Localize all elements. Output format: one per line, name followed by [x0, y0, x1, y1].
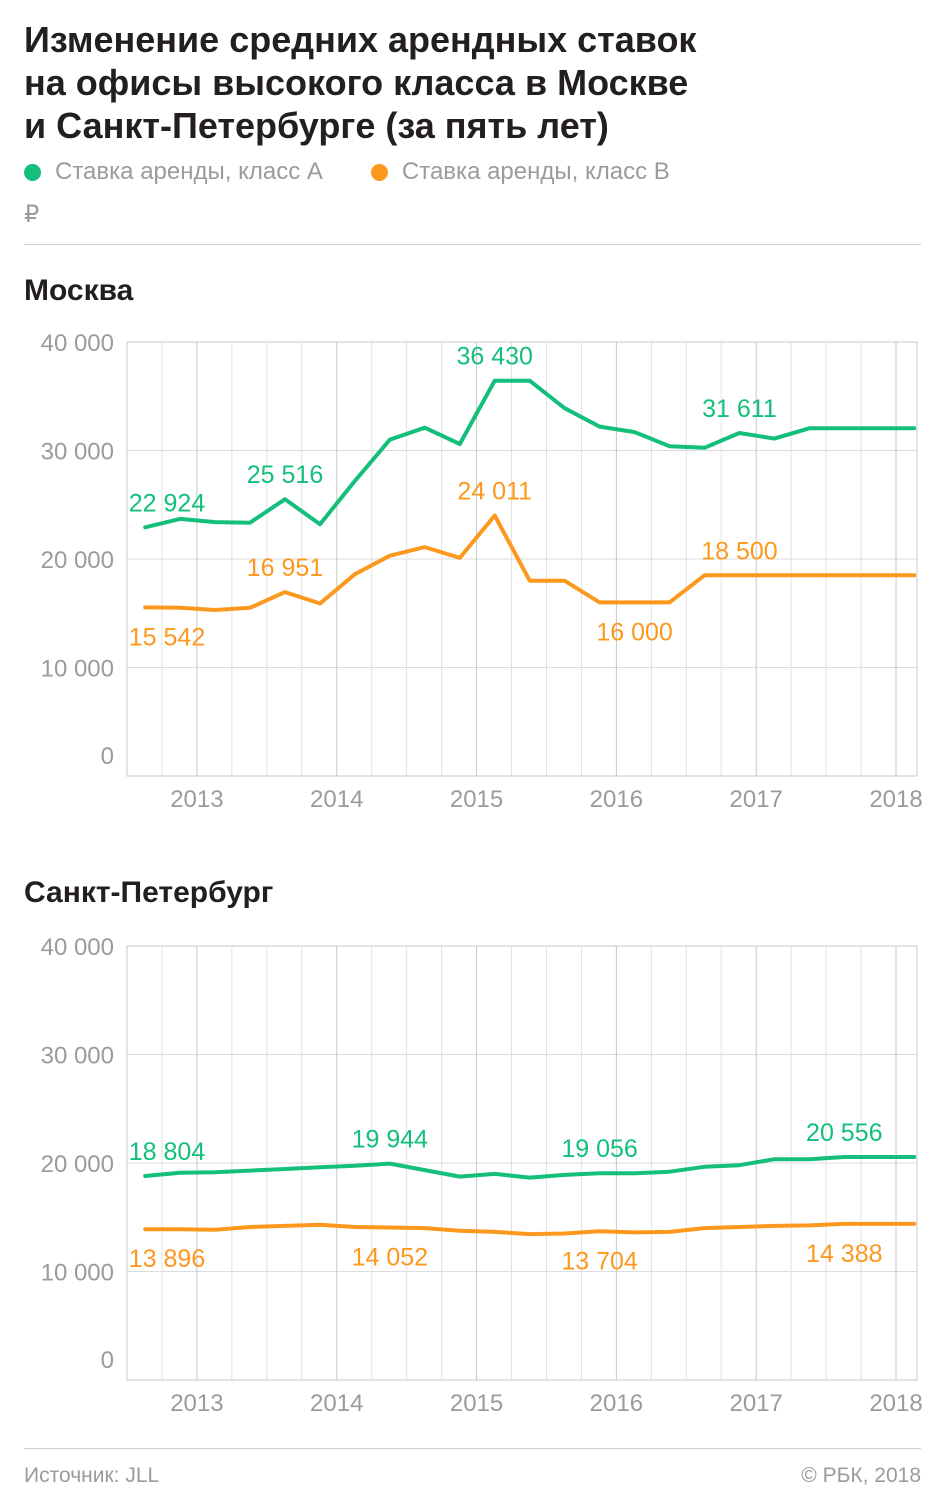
legend-marker-class-b [370, 163, 388, 181]
y-tick-label: 20 000 [41, 1151, 114, 1178]
title-line: Изменение средних арендных ставок [24, 19, 697, 60]
data-label: 16 951 [247, 554, 323, 582]
x-tick-label: 2017 [730, 786, 783, 813]
y-tick-label: 0 [101, 1347, 114, 1374]
data-label: 18 500 [701, 537, 777, 565]
data-label: 36 430 [457, 343, 533, 371]
data-label: 16 000 [596, 618, 672, 646]
copyright-note: © РБК, 2018 [801, 1464, 921, 1487]
y-tick-label: 30 000 [41, 1043, 114, 1070]
page-title: Изменение средних арендных ставок на офи… [24, 18, 924, 147]
x-tick-label: 2017 [730, 1390, 783, 1417]
top-divider [24, 244, 921, 245]
series-line-class-a [143, 1155, 917, 1180]
data-label: 15 542 [129, 623, 205, 651]
y-tick-label: 40 000 [41, 934, 114, 961]
x-tick-label: 2016 [590, 1390, 643, 1417]
y-tick-label: 10 000 [41, 656, 114, 683]
data-label: 22 924 [129, 489, 206, 517]
x-tick-label: 2015 [450, 1390, 503, 1417]
chart-title-spb: Санкт-Петербург [24, 876, 274, 909]
unit-label: ₽ [24, 201, 40, 228]
data-label: 25 516 [247, 461, 323, 489]
bottom-divider [24, 1448, 921, 1449]
y-tick-label: 0 [101, 743, 114, 770]
legend-item-class-a: Ставка аренды, класс А [24, 158, 323, 186]
data-label: 14 388 [806, 1240, 882, 1268]
title-line: на офисы высокого класса в Москве [24, 62, 689, 103]
title-line: и Санкт-Петербурге (за пять лет) [24, 105, 609, 146]
legend-marker-class-a [24, 163, 41, 181]
x-tick-label: 2013 [170, 1390, 223, 1417]
data-label: 19 944 [352, 1126, 429, 1154]
chart-title-moscow: Москва [24, 274, 134, 307]
series-line-class-a [143, 378, 917, 530]
legend: Ставка аренды, класс А Ставка аренды, кл… [24, 156, 718, 188]
legend-item-class-b: Ставка аренды, класс В [370, 158, 670, 186]
source-note: Источник: JLL [24, 1464, 160, 1487]
plot-frame [126, 945, 918, 1381]
series-line-class-b [143, 513, 917, 612]
spb-chart: 0 10 000 20 000 30 000 40 000 2013 2014 2015 201… [41, 934, 923, 1417]
y-tick-label: 30 000 [41, 439, 114, 466]
x-tick-label: 2018 [869, 1390, 922, 1417]
data-label: 24 011 [457, 477, 532, 505]
y-tick-label: 20 000 [41, 547, 114, 574]
x-tick-label: 2014 [310, 1390, 363, 1417]
x-tick-label: 2016 [590, 786, 643, 813]
legend-label-class-b: Ставка аренды, класс В [401, 158, 670, 185]
x-tick-label: 2014 [310, 786, 363, 813]
legend-label-class-a: Ставка аренды, класс А [55, 158, 323, 185]
data-label: 13 704 [561, 1247, 638, 1275]
series-line-class-b [143, 1221, 917, 1237]
data-label: 18 804 [129, 1138, 206, 1166]
moscow-chart: 0 10 000 20 000 30 000 40 000 2013 2014 2015 201… [41, 330, 923, 813]
data-label: 14 052 [352, 1244, 428, 1272]
data-label: 31 611 [702, 395, 777, 423]
y-tick-label: 10 000 [41, 1260, 114, 1287]
data-label: 19 056 [561, 1135, 637, 1163]
x-tick-label: 2015 [450, 786, 503, 813]
plot-frame [126, 341, 918, 777]
y-tick-label: 40 000 [41, 330, 114, 357]
data-label: 13 896 [129, 1245, 205, 1273]
x-tick-label: 2018 [869, 786, 922, 813]
x-tick-label: 2013 [170, 786, 223, 813]
data-label: 20 556 [806, 1119, 882, 1147]
